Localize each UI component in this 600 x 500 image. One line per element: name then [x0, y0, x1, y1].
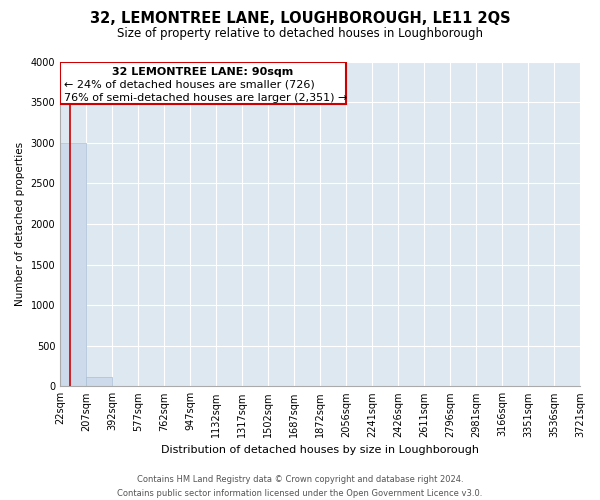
Text: Contains HM Land Registry data © Crown copyright and database right 2024.
Contai: Contains HM Land Registry data © Crown c… — [118, 476, 482, 498]
Text: 76% of semi-detached houses are larger (2,351) →: 76% of semi-detached houses are larger (… — [64, 93, 348, 103]
Text: ← 24% of detached houses are smaller (726): ← 24% of detached houses are smaller (72… — [64, 80, 315, 90]
X-axis label: Distribution of detached houses by size in Loughborough: Distribution of detached houses by size … — [161, 445, 479, 455]
Bar — [60, 142, 86, 386]
Text: 32 LEMONTREE LANE: 90sqm: 32 LEMONTREE LANE: 90sqm — [112, 67, 294, 77]
Y-axis label: Number of detached properties: Number of detached properties — [15, 142, 25, 306]
Text: Size of property relative to detached houses in Loughborough: Size of property relative to detached ho… — [117, 28, 483, 40]
Bar — [86, 378, 112, 386]
Text: 32, LEMONTREE LANE, LOUGHBOROUGH, LE11 2QS: 32, LEMONTREE LANE, LOUGHBOROUGH, LE11 2… — [89, 11, 511, 26]
Bar — [60, 62, 346, 104]
